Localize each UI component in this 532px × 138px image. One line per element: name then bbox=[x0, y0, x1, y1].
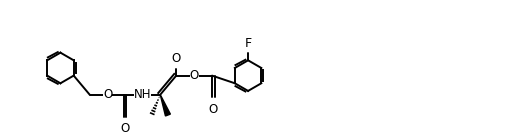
Text: F: F bbox=[245, 37, 252, 50]
Text: NH: NH bbox=[134, 88, 151, 101]
Text: O: O bbox=[209, 103, 218, 116]
Polygon shape bbox=[160, 95, 170, 116]
Text: O: O bbox=[103, 88, 112, 101]
Text: O: O bbox=[189, 69, 199, 82]
Text: O: O bbox=[120, 122, 130, 135]
Text: O: O bbox=[172, 52, 181, 65]
